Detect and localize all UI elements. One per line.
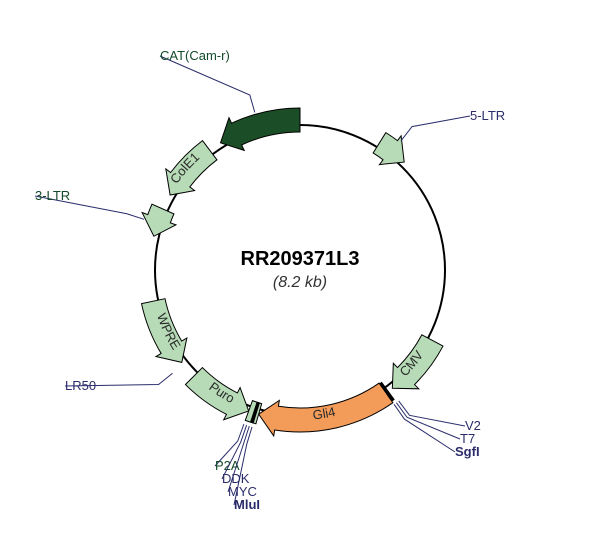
plasmid-name: RR209371L3 <box>0 248 600 271</box>
feature-3-LTR <box>142 204 176 236</box>
feature-5-LTR <box>373 133 404 165</box>
callout-line <box>396 403 460 439</box>
outer-label: SgfI <box>455 444 480 459</box>
outer-label: 3-LTR <box>35 188 70 203</box>
outer-label: 5-LTR <box>470 108 505 123</box>
outer-label: CAT(Cam-r) <box>160 48 230 63</box>
plasmid-map: CMVGli4PuroWPREColE15-LTRCAT(Cam-r)3-LTR… <box>0 0 600 535</box>
plasmid-size: (8.2 kb) <box>0 274 600 292</box>
callout-line <box>160 56 255 112</box>
callout-line <box>401 116 470 141</box>
feature-CAT(Cam-r) <box>221 108 300 150</box>
outer-label: LR50 <box>65 378 96 393</box>
outer-label: MluI <box>234 497 260 512</box>
